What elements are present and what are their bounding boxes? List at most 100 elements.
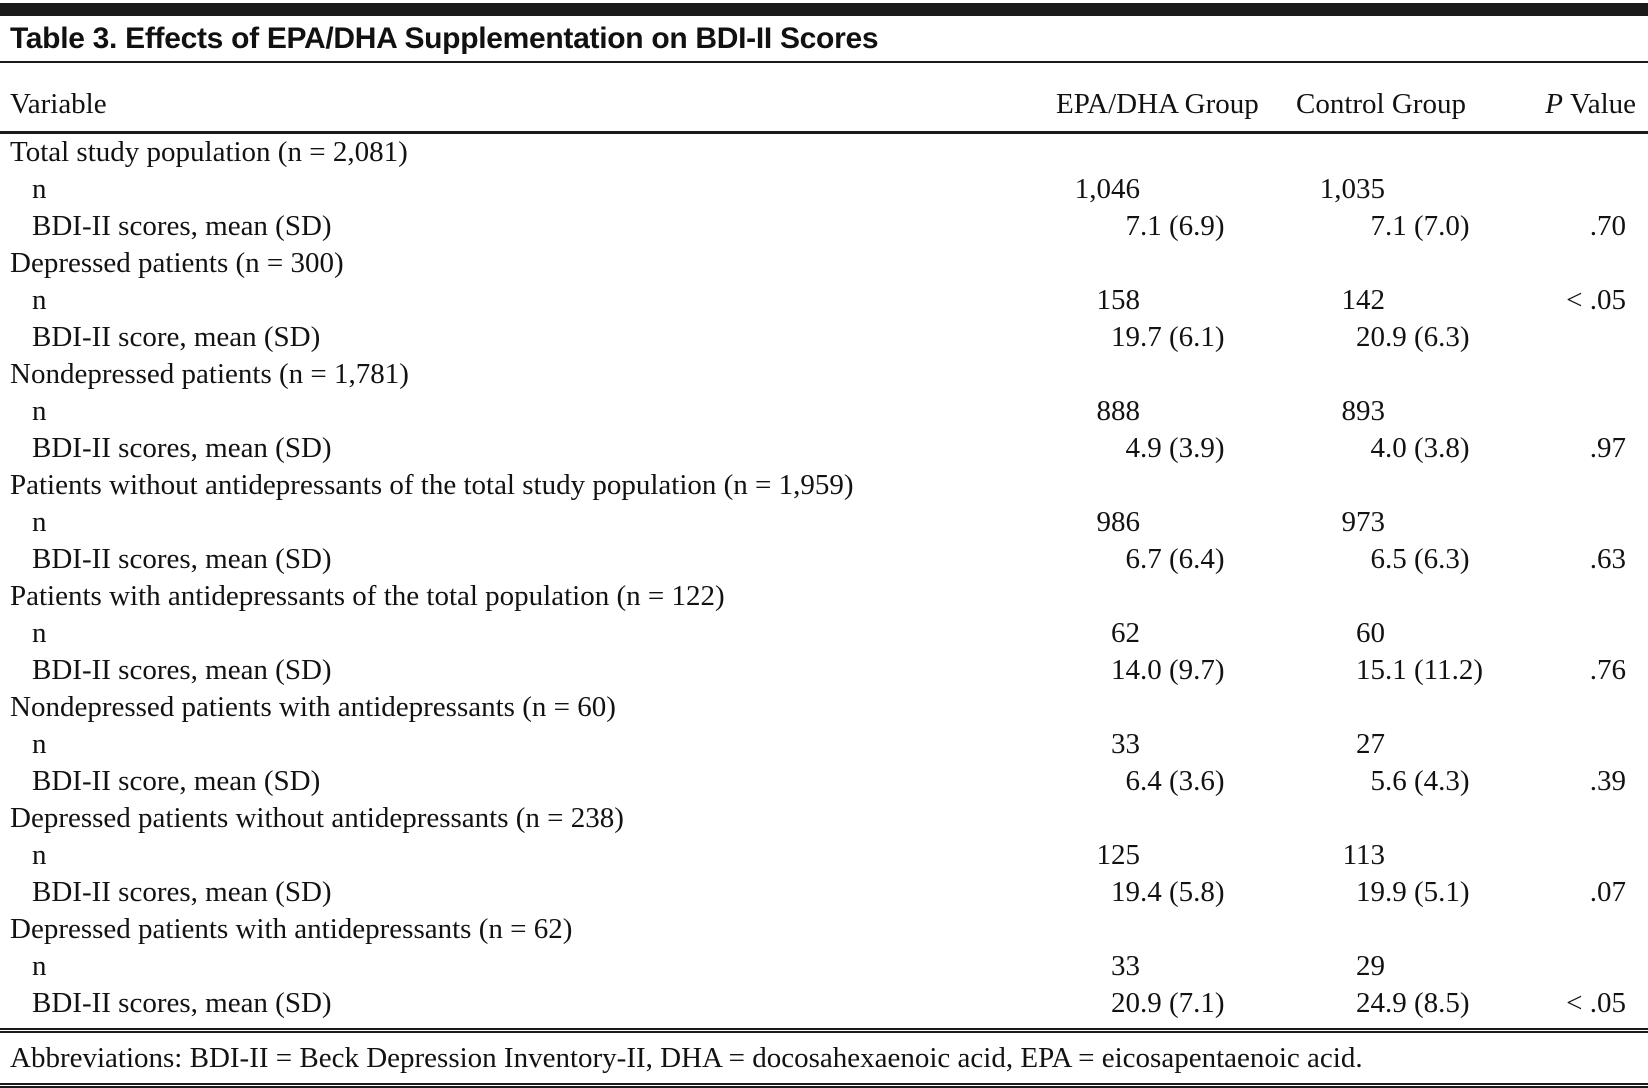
table-title: Table 3. Effects of EPA/DHA Supplementat…: [10, 22, 879, 55]
cell-epa-dha-group: 158: [1010, 282, 1250, 319]
section-label: Depressed patients (n = 300): [10, 247, 344, 279]
cell-epa-dha-group: 986: [1010, 504, 1250, 541]
section-label: Depressed patients with antidepressants …: [10, 913, 573, 945]
header-row: Variable EPA/DHA Group Control Group P Va…: [0, 63, 1648, 131]
row-label: BDI-II scores, mean (SD): [32, 876, 332, 908]
section-label: Nondepressed patients with antidepressan…: [10, 691, 616, 723]
cell-epa-dha-group: [1010, 689, 1250, 726]
value-integer-part: 4: [1125, 432, 1141, 464]
value-integer-part: 125: [1096, 839, 1141, 871]
cell-control-group: 15.1 (11.2): [1250, 652, 1500, 689]
value-integer-part: 888: [1096, 395, 1141, 427]
cell-epa-dha-group: 33: [1010, 948, 1250, 985]
value-integer-part: 14: [1111, 654, 1140, 686]
cell-control-group: 142: [1250, 282, 1500, 319]
data-row: n 1,046 1,035: [0, 171, 1648, 208]
data-row: BDI-II scores, mean (SD) 19.4 (5.8) 19.9 (…: [0, 874, 1648, 911]
results-table: Variable EPA/DHA Group Control Group P Va…: [0, 63, 1648, 131]
value-decimal-part: .9 (8.5): [1385, 987, 1470, 1019]
data-row: n 33 29: [0, 948, 1648, 985]
cell-control-group: 24.9 (8.5): [1250, 985, 1500, 1022]
value-integer-part: 15: [1356, 654, 1385, 686]
row-label: n: [32, 395, 47, 427]
section-row: Nondepressed patients (n = 1,781): [0, 356, 1648, 393]
cell-control-group: [1250, 134, 1500, 171]
header-divider-rule: [0, 131, 1648, 134]
cell-p-value: [1500, 393, 1648, 430]
cell-epa-dha-group: [1010, 800, 1250, 837]
value-integer-part: 158: [1096, 284, 1141, 316]
section-row: Patients without antidepressants of the …: [0, 467, 1648, 504]
cell-p-value: [1500, 319, 1648, 356]
column-header-epa-dha-group: EPA/DHA Group: [1056, 88, 1259, 120]
cell-control-group: 113: [1250, 837, 1500, 874]
cell-epa-dha-group: [1010, 911, 1250, 948]
cell-p-value: [1500, 245, 1648, 282]
value-decimal-part: .0 (3.8): [1385, 432, 1470, 464]
value-integer-part: 4: [1370, 432, 1386, 464]
value-integer-part: 19: [1356, 876, 1385, 908]
value-decimal-part: .4 (5.8): [1140, 876, 1225, 908]
title-divider-rule: [0, 61, 1648, 63]
cell-p-value: .39: [1589, 765, 1626, 797]
value-decimal-part: .9 (5.1): [1385, 876, 1470, 908]
data-row: BDI-II scores, mean (SD) 14.0 (9.7) 15.1 (…: [0, 652, 1648, 689]
value-integer-part: 62: [1111, 617, 1140, 649]
section-label: Patients without antidepressants of the …: [10, 469, 854, 501]
row-label: BDI-II score, mean (SD): [32, 321, 321, 353]
bottom-rule: [0, 1083, 1648, 1088]
value-integer-part: 7: [1125, 210, 1141, 242]
row-label: n: [32, 728, 47, 760]
data-row: n 125 113: [0, 837, 1648, 874]
value-integer-part: 33: [1111, 728, 1140, 760]
row-label: BDI-II score, mean (SD): [32, 765, 321, 797]
section-label: Total study population (n = 2,081): [10, 136, 408, 168]
value-decimal-part: .9 (3.9): [1140, 432, 1225, 464]
value-decimal-part: .6 (4.3): [1385, 765, 1470, 797]
cell-p-value: [1500, 948, 1648, 985]
row-label: n: [32, 617, 47, 649]
value-decimal-part: .0 (9.7): [1140, 654, 1225, 686]
cell-p-value: [1500, 134, 1648, 171]
value-integer-part: 6: [1370, 543, 1386, 575]
data-row: BDI-II scores, mean (SD) 7.1 (6.9) 7.1 (7.…: [0, 208, 1648, 245]
cell-control-group: 6.5 (6.3): [1250, 541, 1500, 578]
value-integer-part: 6: [1125, 765, 1141, 797]
value-decimal-part: .4 (3.6): [1140, 765, 1225, 797]
cell-epa-dha-group: [1010, 245, 1250, 282]
cell-p-value: .07: [1589, 876, 1626, 908]
cell-p-value: [1500, 467, 1648, 504]
cell-epa-dha-group: 7.1 (6.9): [1010, 208, 1250, 245]
cell-p-value: .76: [1589, 654, 1626, 686]
section-row: Depressed patients with antidepressants …: [0, 911, 1648, 948]
cell-p-value: [1500, 171, 1648, 208]
cell-epa-dha-group: [1010, 134, 1250, 171]
value-integer-part: 19: [1111, 321, 1140, 353]
cell-control-group: [1250, 467, 1500, 504]
data-row: BDI-II scores, mean (SD) 4.9 (3.9) 4.0 (3.…: [0, 430, 1648, 467]
value-decimal-part: .9 (6.3): [1385, 321, 1470, 353]
cell-control-group: [1250, 245, 1500, 282]
cell-p-value: < .05: [1566, 987, 1626, 1019]
table-body: Total study population (n = 2,081) n 1,046…: [0, 134, 1648, 1022]
value-integer-part: 142: [1341, 284, 1386, 316]
data-row: BDI-II score, mean (SD) 6.4 (3.6) 5.6 (4.3…: [0, 763, 1648, 800]
section-label: Patients with antidepressants of the tot…: [10, 580, 725, 612]
cell-epa-dha-group: 19.4 (5.8): [1010, 874, 1250, 911]
cell-p-value: [1500, 504, 1648, 541]
footnote-divider-rule: [0, 1028, 1648, 1033]
cell-p-value: < .05: [1566, 284, 1626, 316]
row-label: BDI-II scores, mean (SD): [32, 654, 332, 686]
cell-control-group: 27: [1250, 726, 1500, 763]
value-integer-part: 1,046: [1074, 173, 1140, 205]
cell-control-group: 19.9 (5.1): [1250, 874, 1500, 911]
cell-control-group: 4.0 (3.8): [1250, 430, 1500, 467]
cell-epa-dha-group: 4.9 (3.9): [1010, 430, 1250, 467]
cell-epa-dha-group: [1010, 356, 1250, 393]
data-row: n 33 27: [0, 726, 1648, 763]
row-label: n: [32, 839, 47, 871]
section-row: Nondepressed patients with antidepressan…: [0, 689, 1648, 726]
value-decimal-part: .9 (7.1): [1140, 987, 1225, 1019]
data-row: n 158 142 < .05: [0, 282, 1648, 319]
value-integer-part: 6: [1125, 543, 1141, 575]
